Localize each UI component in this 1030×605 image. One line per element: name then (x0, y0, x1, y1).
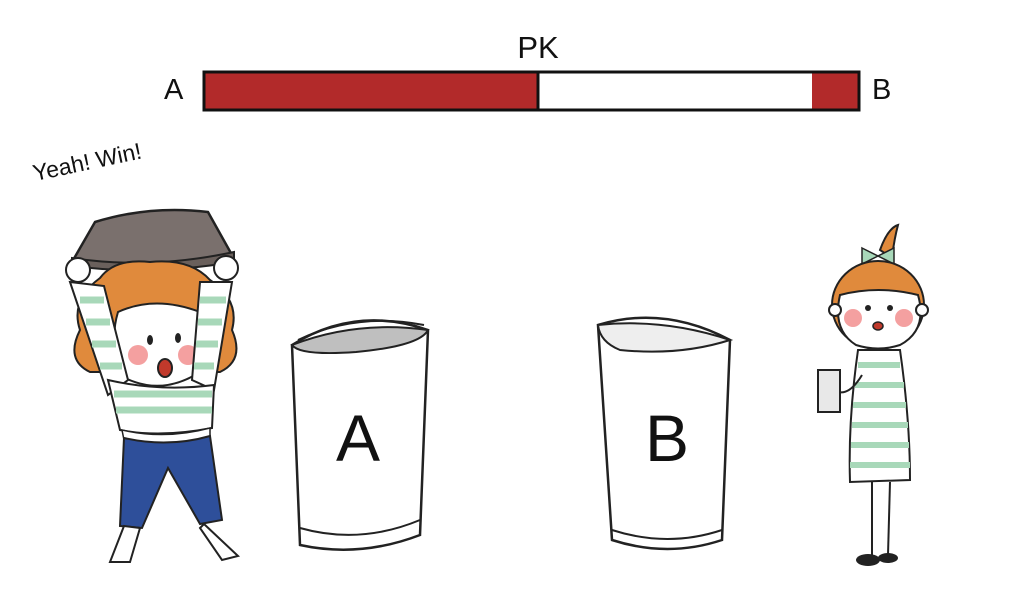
progress-fill-b (812, 73, 858, 109)
progress-fill-a (205, 73, 538, 109)
face-b (837, 289, 922, 350)
bucket-b-label: B (644, 401, 690, 475)
pants (118, 434, 224, 530)
progress-frame (202, 70, 861, 112)
hat-bucket (69, 208, 234, 266)
side-a-label: A (164, 74, 184, 106)
glass (817, 369, 841, 413)
pk-title: PK (517, 30, 559, 65)
pk-progress-bar (202, 70, 861, 112)
bucket-a (290, 319, 430, 551)
character-a-winner (65, 208, 241, 563)
bucket-a-label: A (335, 401, 381, 475)
bucket-b (596, 316, 734, 551)
character-b (817, 223, 929, 566)
side-b-label: B (872, 74, 892, 106)
